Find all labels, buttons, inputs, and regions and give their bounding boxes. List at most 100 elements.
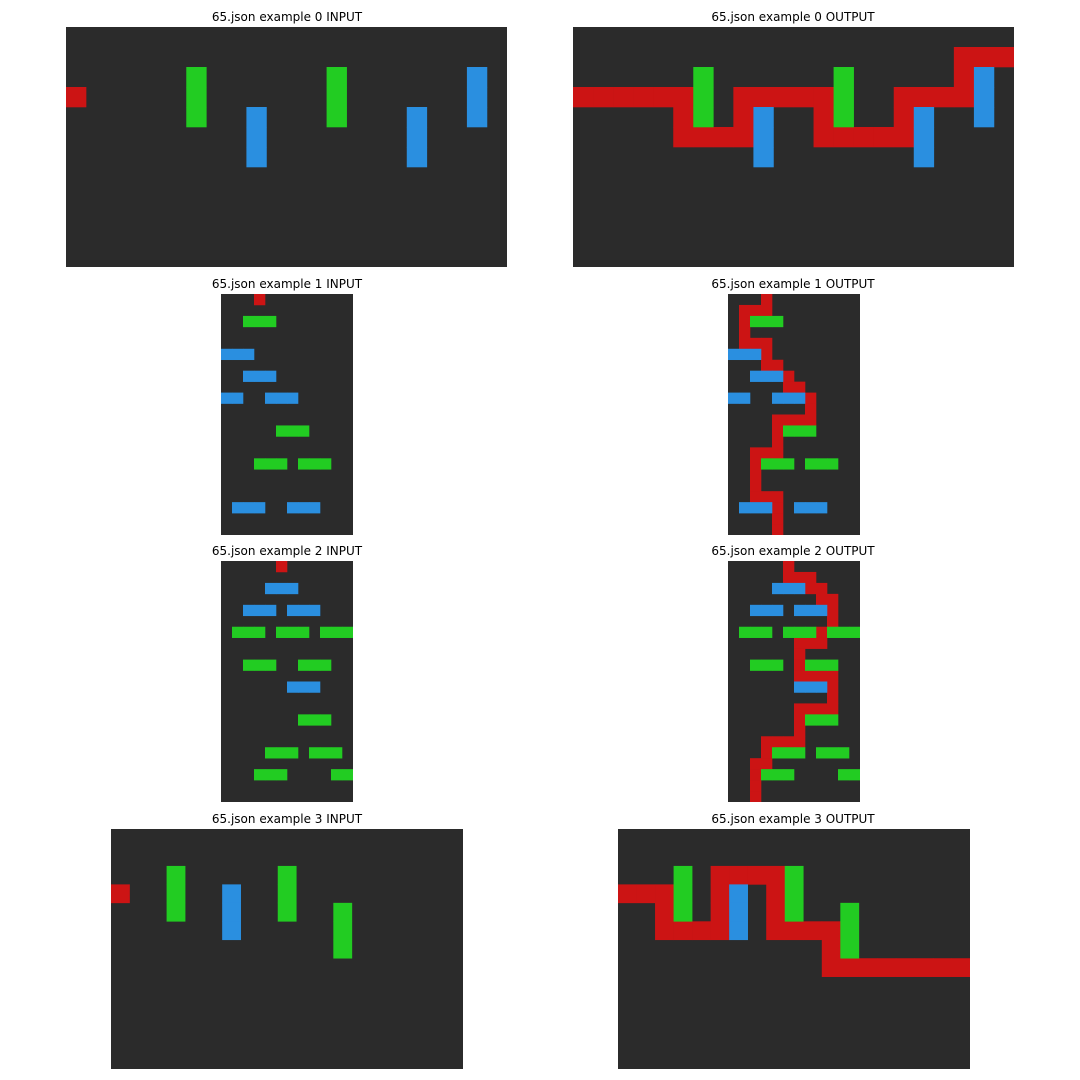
grid-background — [221, 294, 353, 535]
blue-cell — [794, 681, 806, 693]
green-cell — [232, 626, 244, 638]
red-cell — [827, 604, 839, 617]
red-cell — [750, 791, 762, 802]
green-cell — [805, 714, 817, 726]
red-cell — [827, 681, 839, 693]
example-3-output-title: 65.json example 3 OUTPUT — [711, 812, 875, 826]
blue-cell — [246, 127, 267, 148]
red-cell — [750, 304, 762, 317]
green-cell — [693, 107, 714, 128]
red-cell — [750, 480, 762, 492]
red-cell — [772, 502, 784, 514]
red-cell — [673, 127, 694, 148]
red-cell — [750, 769, 762, 781]
red-cell — [913, 87, 935, 108]
green-cell — [783, 626, 795, 638]
green-cell — [750, 659, 762, 671]
blue-cell — [254, 502, 266, 514]
red-cell — [784, 921, 804, 941]
red-cell — [783, 381, 795, 393]
red-cell — [893, 87, 915, 108]
blue-cell — [913, 107, 935, 128]
blue-cell — [232, 348, 244, 361]
blue-cell — [772, 604, 784, 617]
red-cell — [805, 392, 817, 404]
red-cell — [794, 659, 806, 671]
example-2-input-title: 65.json example 2 INPUT — [211, 544, 363, 558]
green-cell — [166, 865, 186, 885]
red-cell — [653, 87, 674, 108]
red-cell — [710, 902, 730, 922]
blue-cell — [406, 147, 428, 168]
example-2-output-title: 65.json example 2 OUTPUT — [711, 544, 875, 558]
red-cell — [953, 47, 975, 68]
blue-cell — [794, 582, 806, 595]
blue-cell — [913, 127, 935, 148]
grid-background — [573, 27, 1014, 267]
green-cell — [320, 747, 332, 759]
red-cell — [816, 703, 828, 715]
red-cell — [766, 921, 786, 941]
red-cell — [733, 107, 754, 128]
green-cell — [276, 425, 288, 437]
green-cell — [805, 425, 817, 437]
example-1-output-grid — [728, 294, 860, 535]
red-cell — [821, 921, 841, 941]
blue-cell — [753, 147, 774, 168]
green-cell — [333, 902, 353, 922]
red-cell — [761, 348, 773, 361]
blue-cell — [243, 502, 255, 514]
blue-cell — [287, 502, 299, 514]
example-2-output-grid — [728, 561, 860, 802]
blue-cell — [739, 392, 751, 404]
green-cell — [827, 626, 839, 638]
red-cell — [739, 337, 751, 350]
green-cell — [750, 315, 762, 328]
red-cell — [833, 127, 854, 148]
green-cell — [750, 626, 762, 638]
green-cell — [838, 747, 850, 759]
green-cell — [331, 747, 343, 759]
red-cell — [951, 958, 970, 977]
red-cell — [783, 561, 795, 573]
blue-cell — [729, 884, 748, 904]
red-cell — [747, 865, 767, 885]
red-cell — [739, 315, 751, 328]
red-cell — [766, 902, 786, 922]
green-cell — [784, 902, 804, 922]
red-cell — [111, 884, 130, 904]
green-cell — [693, 87, 714, 108]
blue-cell — [728, 348, 740, 361]
red-cell — [739, 326, 751, 339]
green-cell — [186, 87, 207, 108]
blue-cell — [265, 392, 277, 404]
green-cell — [833, 67, 854, 88]
grid-background — [618, 829, 970, 1069]
red-cell — [772, 524, 784, 535]
green-cell — [673, 902, 693, 922]
blue-cell — [254, 370, 266, 382]
green-cell — [761, 626, 773, 638]
red-cell — [254, 294, 266, 306]
red-cell — [816, 582, 828, 595]
green-cell — [277, 902, 297, 922]
red-cell — [794, 381, 806, 393]
blue-cell — [222, 921, 241, 941]
example-3-input-title: 65.json example 3 INPUT — [211, 812, 363, 826]
green-cell — [794, 425, 806, 437]
red-cell — [973, 47, 995, 68]
green-cell — [265, 659, 277, 671]
red-cell — [772, 513, 784, 525]
red-cell — [813, 127, 834, 148]
red-cell — [710, 865, 730, 885]
red-cell — [710, 884, 730, 904]
blue-cell — [221, 392, 233, 404]
green-cell — [298, 714, 310, 726]
green-cell — [761, 659, 773, 671]
red-cell — [692, 921, 711, 941]
green-cell — [326, 107, 347, 128]
green-cell — [840, 902, 860, 922]
blue-cell — [783, 582, 795, 595]
green-cell — [309, 458, 321, 470]
green-cell — [783, 425, 795, 437]
